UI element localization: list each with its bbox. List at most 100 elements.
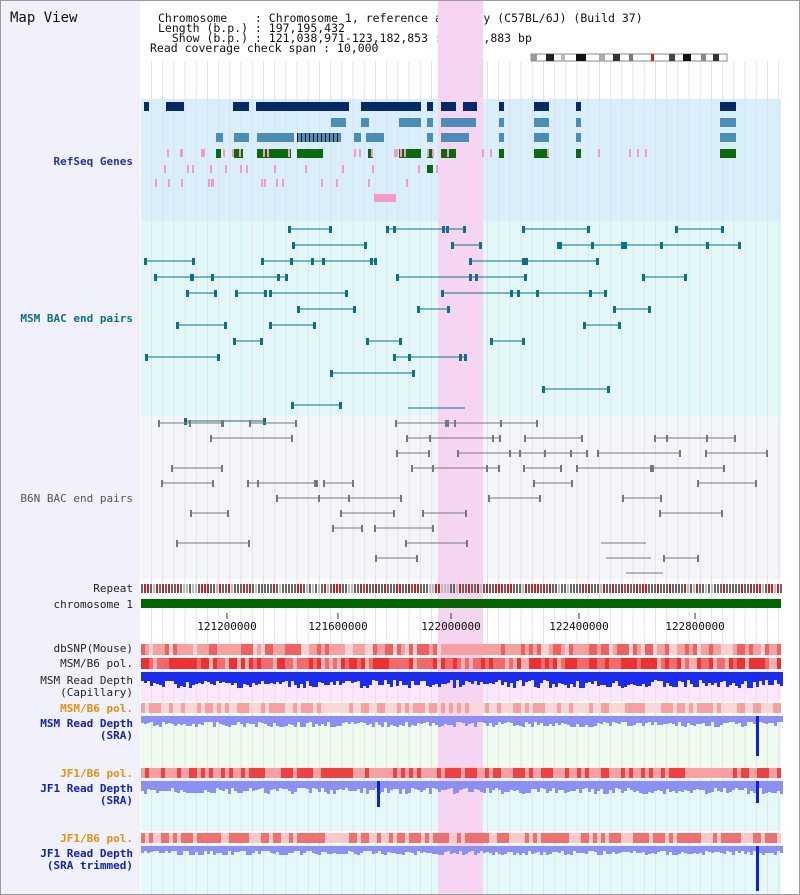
strip-cell: [285, 768, 289, 778]
strip-cell: [505, 703, 509, 713]
repeat-mark: [714, 584, 716, 593]
depth-bar: [459, 781, 462, 790]
depth-bar: [624, 846, 627, 852]
depth-bar: [201, 846, 204, 855]
gene-exon: [216, 149, 221, 158]
strip-cell: [565, 703, 569, 713]
strip-cell: [477, 833, 481, 843]
repeat-mark: [420, 584, 422, 593]
depth-bar: [486, 672, 489, 684]
strip-cell: [669, 768, 673, 778]
depth-bar: [189, 781, 192, 793]
depth-bar: [183, 846, 186, 851]
repeat-mark: [189, 584, 191, 593]
depth-bar: [330, 781, 333, 790]
strip-cell: [489, 703, 493, 713]
strip-cell: [257, 833, 261, 843]
gene-small: [168, 179, 170, 187]
gene-exon: [361, 118, 369, 127]
depth-bar: [744, 716, 747, 726]
bac-end: [154, 274, 157, 281]
depth-bar: [447, 716, 450, 725]
refseq-genes-label[interactable]: RefSeq Genes: [53, 155, 133, 168]
depth-bar: [387, 846, 390, 852]
strip-cell: [521, 658, 525, 669]
strip-cell: [577, 658, 581, 669]
depth-bar: [687, 846, 690, 854]
gene-exon: [427, 102, 433, 111]
depth-bar: [414, 781, 417, 789]
repeat-mark: [654, 584, 656, 593]
depth-bar: [648, 716, 651, 722]
strip-cell: [493, 644, 497, 655]
strip-cell: [597, 644, 601, 655]
depth-bar: [366, 672, 369, 688]
strip-cell: [553, 644, 557, 655]
depth-bar: [354, 672, 357, 682]
depth-bar: [744, 672, 747, 681]
strip-cell: [409, 658, 413, 669]
strip-cell: [601, 644, 605, 655]
b6n-bac-label[interactable]: B6N BAC end pairs: [20, 492, 133, 505]
depth-bar: [432, 672, 435, 685]
strip-cell: [589, 833, 593, 843]
strip-cell: [509, 768, 513, 778]
depth-bar: [141, 846, 144, 853]
strip-cell: [625, 658, 629, 669]
msm-bac-label[interactable]: MSM BAC end pairs: [20, 312, 133, 325]
bac-end: [221, 465, 223, 472]
depth-bar: [612, 846, 615, 852]
strip-cell: [673, 768, 677, 778]
depth-bar: [687, 781, 690, 791]
depth-bar: [723, 672, 726, 681]
depth-bar: [453, 781, 456, 794]
depth-bar: [456, 716, 459, 722]
repeat-mark: [678, 584, 680, 593]
strip-cell: [733, 768, 737, 778]
strip-cell: [265, 768, 269, 778]
depth-bar: [195, 672, 198, 684]
depth-bar: [504, 672, 507, 682]
gene-small: [432, 149, 434, 157]
depth-spike: [756, 781, 759, 803]
strip-cell: [777, 644, 781, 655]
strip-cell: [761, 703, 765, 713]
depth-bar: [672, 846, 675, 855]
gene-exon: [361, 102, 421, 111]
repeat-mark: [432, 584, 434, 593]
depth-bar: [399, 672, 402, 681]
repeat-mark: [405, 584, 407, 593]
strip-cell: [517, 703, 521, 713]
depth-bar: [516, 781, 519, 790]
depth-bar: [345, 846, 348, 854]
depth-bar: [168, 716, 171, 723]
strip-cell: [585, 658, 589, 669]
bac-end: [353, 306, 356, 313]
repeat-mark: [468, 584, 470, 593]
gene-small: [321, 179, 323, 187]
depth-bar: [666, 781, 669, 789]
depth-bar: [549, 716, 552, 724]
gene-exon: [534, 149, 549, 158]
depth-bar: [435, 716, 438, 725]
bac-end: [339, 402, 342, 409]
depth-bar: [339, 716, 342, 726]
depth-bar: [609, 781, 612, 790]
strip-cell: [189, 833, 193, 843]
bac-end: [624, 242, 627, 249]
depth-bar: [309, 672, 312, 686]
strip-cell: [685, 833, 689, 843]
strip-cell: [161, 703, 165, 713]
depth-bar: [171, 716, 174, 724]
depth-bar: [477, 781, 480, 790]
strip-cell: [589, 658, 593, 669]
bac-end: [589, 290, 592, 297]
depth-bar: [219, 781, 222, 790]
depth-bar: [273, 846, 276, 854]
depth-bar: [258, 846, 261, 854]
depth-bar: [750, 716, 753, 722]
repeat-mark: [681, 584, 683, 593]
strip-cell: [253, 644, 257, 655]
depth-bar: [663, 781, 666, 794]
